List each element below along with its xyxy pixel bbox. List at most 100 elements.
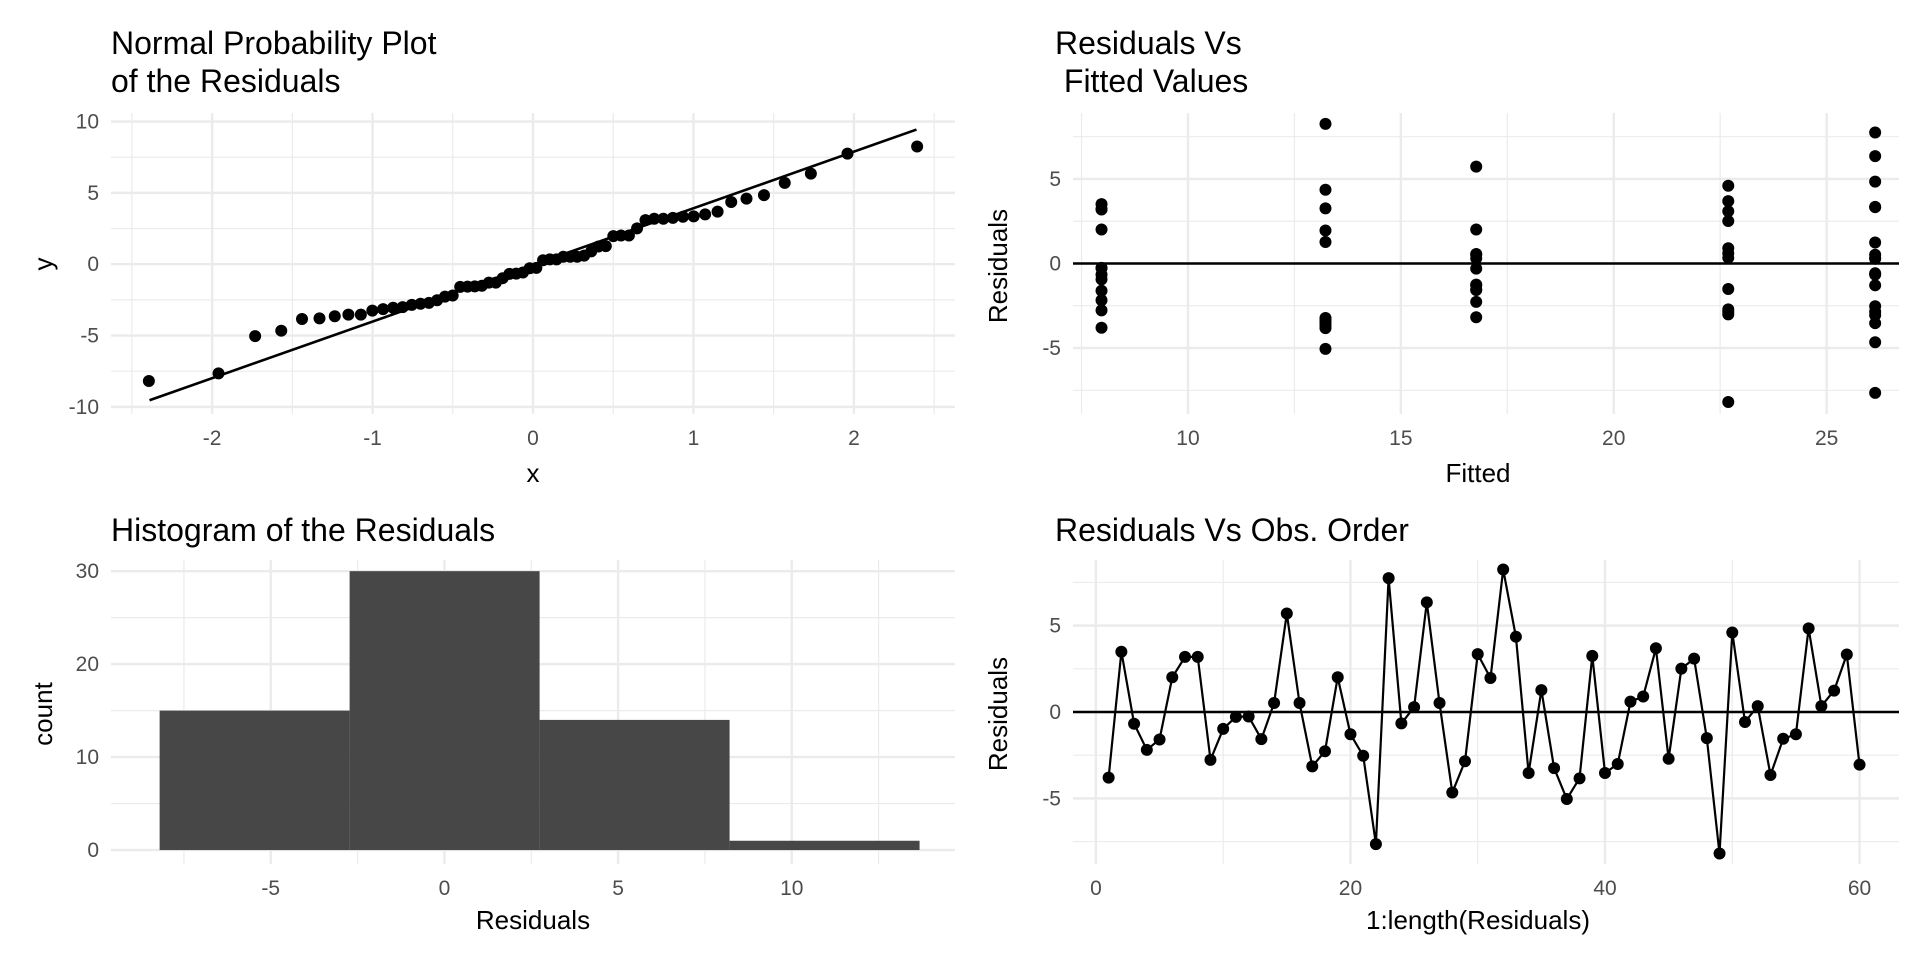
obs-marks bbox=[1073, 563, 1899, 860]
qq-point bbox=[648, 212, 661, 225]
fitted-point bbox=[1319, 314, 1332, 327]
x-tick-label: -5 bbox=[261, 877, 280, 900]
obs-point bbox=[1306, 760, 1319, 773]
obs-point bbox=[1764, 769, 1777, 782]
fitted-point bbox=[1095, 284, 1108, 297]
obs-point bbox=[1395, 717, 1408, 730]
y-tick-label: -5 bbox=[80, 325, 99, 348]
qq-point bbox=[687, 210, 700, 223]
obs-point bbox=[1204, 753, 1217, 766]
fitted-point bbox=[1869, 236, 1882, 249]
obs-point bbox=[1179, 650, 1191, 663]
fitted-x-tick-labels: 10 15 20 25 bbox=[1176, 427, 1838, 450]
fitted-y-axis-title: Residuals bbox=[983, 209, 1013, 323]
obs-point bbox=[1357, 749, 1370, 762]
fitted-point bbox=[1095, 223, 1108, 236]
y-tick-label: -5 bbox=[1042, 787, 1061, 810]
obs-point bbox=[1573, 772, 1586, 785]
obs-y-axis-title: Residuals bbox=[983, 657, 1013, 771]
fitted-point bbox=[1095, 321, 1108, 334]
fitted-point bbox=[1869, 252, 1882, 265]
x-tick-label: 10 bbox=[1176, 427, 1199, 450]
qq-point bbox=[657, 212, 670, 225]
fitted-point bbox=[1869, 126, 1882, 139]
obs-point bbox=[1675, 662, 1688, 675]
qq-point bbox=[212, 367, 225, 380]
qq-marks bbox=[142, 128, 924, 402]
y-tick-label: 0 bbox=[87, 253, 99, 276]
obs-point bbox=[1739, 716, 1751, 729]
x-tick-label: 10 bbox=[780, 877, 803, 900]
obs-point bbox=[1484, 671, 1497, 684]
fitted-point bbox=[1470, 248, 1483, 261]
obs-point bbox=[1611, 757, 1624, 770]
obs-point bbox=[1497, 563, 1510, 576]
obs-point bbox=[1268, 697, 1281, 710]
obs-point bbox=[1140, 743, 1153, 756]
fitted-point bbox=[1319, 202, 1332, 215]
obs-point bbox=[1319, 745, 1331, 758]
fitted-point bbox=[1319, 224, 1332, 237]
fitted-point bbox=[1095, 203, 1108, 216]
qq-gridlines bbox=[111, 113, 955, 414]
obs-point bbox=[1217, 722, 1230, 735]
obs-point bbox=[1420, 596, 1433, 609]
histogram-bar bbox=[159, 710, 350, 851]
fitted-title-line-1: Residuals Vs bbox=[1055, 25, 1242, 61]
fitted-point bbox=[1869, 150, 1882, 163]
fitted-point bbox=[1319, 183, 1332, 196]
obs-point bbox=[1649, 642, 1662, 655]
obs-point bbox=[1828, 684, 1841, 697]
obs-x-tick-labels: 0 20 40 60 bbox=[1090, 877, 1871, 900]
x-tick-label: 0 bbox=[1090, 877, 1102, 900]
obs-point bbox=[1560, 793, 1573, 806]
y-tick-label: 10 bbox=[76, 746, 99, 769]
fitted-point bbox=[1722, 395, 1735, 408]
obs-point bbox=[1102, 771, 1115, 784]
obs-point bbox=[1280, 607, 1293, 620]
fitted-point bbox=[1869, 175, 1882, 188]
obs-point bbox=[1433, 697, 1446, 710]
qq-point bbox=[249, 330, 262, 343]
obs-point bbox=[1255, 733, 1268, 746]
qq-y-tick-labels: -10 -5 0 5 10 bbox=[69, 111, 99, 419]
obs-point bbox=[1459, 755, 1471, 768]
qq-point bbox=[911, 140, 924, 153]
obs-point bbox=[1128, 717, 1141, 730]
qq-x-axis-title: x bbox=[527, 458, 540, 488]
qq-point bbox=[841, 147, 854, 160]
qq-point bbox=[804, 167, 817, 180]
obs-point bbox=[1115, 645, 1128, 658]
obs-point bbox=[1624, 695, 1637, 708]
qq-point bbox=[778, 176, 791, 189]
qq-point bbox=[313, 312, 326, 325]
fitted-point bbox=[1095, 294, 1108, 307]
y-tick-label: 5 bbox=[1049, 168, 1061, 191]
fitted-point bbox=[1869, 386, 1882, 399]
histogram-x-axis-title: Residuals bbox=[476, 905, 590, 935]
obs-point bbox=[1331, 671, 1344, 684]
y-tick-label: 0 bbox=[1049, 701, 1061, 724]
x-tick-label: 0 bbox=[527, 427, 539, 450]
y-tick-label: 20 bbox=[76, 653, 99, 676]
fitted-y-tick-labels: -5 0 5 bbox=[1042, 168, 1061, 360]
obs-point bbox=[1586, 649, 1599, 662]
fitted-point bbox=[1722, 305, 1735, 318]
y-tick-label: 30 bbox=[76, 560, 99, 583]
y-tick-label: 0 bbox=[1049, 253, 1061, 276]
qq-point bbox=[142, 375, 155, 388]
fitted-title-line-2: Fitted Values bbox=[1055, 63, 1248, 99]
fitted-x-axis-title: Fitted bbox=[1445, 458, 1510, 488]
fitted-point bbox=[1869, 268, 1882, 281]
y-tick-label: 5 bbox=[1049, 615, 1061, 638]
histogram-y-axis-title: count bbox=[28, 681, 58, 745]
fitted-point bbox=[1722, 283, 1735, 296]
qq-point bbox=[354, 308, 367, 321]
obs-point bbox=[1751, 700, 1764, 713]
x-tick-label: 2 bbox=[848, 427, 860, 450]
qq-point bbox=[387, 301, 400, 314]
histogram-bar bbox=[729, 840, 920, 851]
x-tick-label: 20 bbox=[1339, 877, 1362, 900]
obs-point bbox=[1229, 710, 1242, 723]
histogram-bar bbox=[539, 719, 730, 851]
